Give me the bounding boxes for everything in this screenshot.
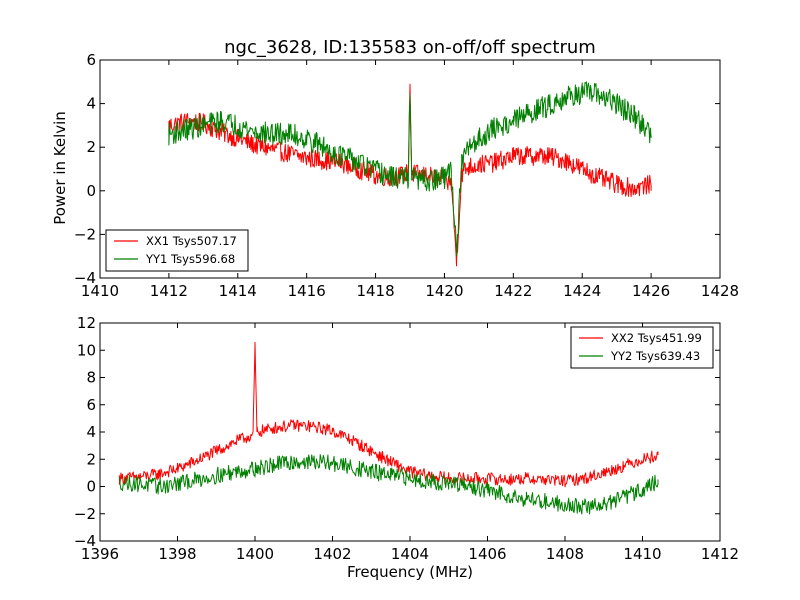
- bottom-x-tick-label: 1396: [81, 545, 119, 563]
- top-spectrum-panel: 1410 1412 1414 1416 1418 1420 1422 1424 1426 1428…: [74, 51, 739, 300]
- bottom-spectrum-panel: 1396 1398 1400 1402 1404 1406 1408 1410 1412 −4 −2…: [74, 314, 739, 563]
- top-y-tick-label: 6: [86, 51, 96, 69]
- bottom-x-tick-label: 1400: [236, 545, 274, 563]
- bottom-x-tick-label: 1404: [391, 545, 429, 563]
- bottom-series-line-xx: [118, 341, 659, 488]
- bottom-y-tick-label: 12: [77, 314, 96, 332]
- bottom-y-tick-label: 10: [77, 341, 96, 359]
- top-x-tick-label: 1418: [356, 282, 394, 300]
- bottom-series-line-yy: [118, 454, 659, 515]
- top-x-tick-label: 1428: [701, 282, 739, 300]
- bottom-y-tick-label: 8: [86, 369, 96, 387]
- top-series-group: [168, 81, 652, 267]
- chart-title: ngc_3628, ID:135583 on-off/off spectrum: [224, 37, 596, 58]
- bottom-x-tick-label: 1412: [701, 545, 739, 563]
- bottom-x-tick-label: 1410: [623, 545, 661, 563]
- top-x-tick-label: 1410: [81, 282, 119, 300]
- bottom-x-tick-label: 1402: [313, 545, 351, 563]
- top-legend: XX1 Tsys507.17 YY1 Tsys596.68: [105, 229, 249, 272]
- top-legend-box: [105, 229, 249, 272]
- bottom-ticks-group: 1396 1398 1400 1402 1404 1406 1408 1410 1412 −4 −2…: [74, 314, 739, 563]
- top-y-tick-label: 0: [86, 182, 96, 200]
- bottom-y-tick-label: 6: [86, 396, 96, 414]
- bottom-x-tick-label: 1398: [158, 545, 196, 563]
- bottom-legend-label: YY2 Tsys639.43: [610, 349, 700, 363]
- bottom-y-tick-label: 2: [86, 450, 96, 468]
- bottom-y-tick-label: 4: [86, 423, 96, 441]
- top-y-tick-label: 4: [86, 95, 96, 113]
- top-y-tick-label: −4: [74, 269, 96, 287]
- bottom-series-group: [118, 341, 659, 515]
- bottom-legend-box: [570, 326, 714, 369]
- bottom-y-tick-label: −2: [74, 505, 96, 523]
- top-x-tick-label: 1424: [563, 282, 601, 300]
- bottom-y-tick-label: 0: [86, 478, 96, 496]
- bottom-x-tick-label: 1408: [546, 545, 584, 563]
- bottom-legend-label: XX2 Tsys451.99: [611, 331, 702, 345]
- y-axis-label-top: Power in Kelvin: [51, 111, 69, 225]
- top-series-line-yy: [168, 81, 652, 257]
- top-x-tick-label: 1422: [494, 282, 532, 300]
- top-y-tick-label: −2: [74, 225, 96, 243]
- bottom-legend: XX2 Tsys451.99 YY2 Tsys639.43: [570, 326, 714, 369]
- top-x-tick-label: 1412: [150, 282, 188, 300]
- top-y-tick-label: 2: [86, 138, 96, 156]
- top-x-tick-label: 1420: [425, 282, 463, 300]
- top-legend-label: XX1 Tsys507.17: [146, 234, 237, 248]
- bottom-y-tick-label: −4: [74, 532, 96, 550]
- top-ticks-group: 1410 1412 1414 1416 1418 1420 1422 1424 1426 1428…: [74, 51, 739, 300]
- top-legend-label: YY1 Tsys596.68: [145, 252, 235, 266]
- top-x-tick-label: 1426: [632, 282, 670, 300]
- x-axis-label-bottom: Frequency (MHz): [347, 563, 473, 581]
- top-x-tick-label: 1414: [219, 282, 257, 300]
- bottom-x-tick-label: 1406: [468, 545, 506, 563]
- top-plot-frame: [99, 59, 721, 279]
- top-x-tick-label: 1416: [288, 282, 326, 300]
